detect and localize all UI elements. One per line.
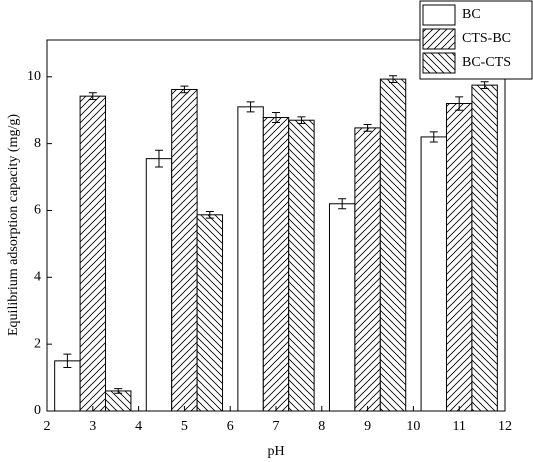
x-tick-label: 12	[498, 419, 512, 434]
y-tick-label: 10	[27, 69, 41, 84]
x-tick-label: 7	[273, 419, 280, 434]
error-bar	[429, 131, 438, 143]
error-bar	[88, 92, 97, 100]
y-axis-label: Equilibrium adsorption capacity (mg/g)	[6, 114, 21, 336]
y-tick-label: 4	[34, 270, 41, 285]
bar	[145, 158, 173, 412]
error-bar	[338, 198, 347, 210]
error-bar	[205, 210, 214, 219]
legend-label: CTS-BC	[462, 31, 511, 46]
bar	[105, 390, 132, 412]
bar	[288, 119, 315, 412]
error-bar	[272, 112, 280, 124]
y-tick-label: 0	[34, 403, 41, 418]
bar	[237, 106, 264, 412]
error-bar	[63, 353, 72, 369]
x-tick-label: 9	[364, 419, 371, 434]
y-tick-label: 2	[34, 336, 41, 351]
x-axis-label: pH	[267, 444, 284, 459]
bar	[196, 214, 224, 412]
x-tick-label: 10	[406, 419, 420, 434]
x-tick-label: 11	[452, 419, 465, 434]
bar	[471, 84, 498, 412]
error-bar	[114, 388, 123, 394]
error-bar	[389, 75, 398, 83]
bar	[262, 117, 290, 412]
bar	[79, 95, 107, 412]
x-tick-label: 4	[135, 419, 142, 434]
legend-label: BC	[462, 7, 481, 22]
bar	[379, 78, 407, 412]
bar	[328, 203, 356, 412]
bar	[354, 127, 381, 412]
bar	[420, 136, 447, 412]
bar	[171, 88, 198, 412]
legend-swatch	[422, 52, 456, 74]
legend-swatch	[422, 4, 456, 26]
x-tick-label: 6	[227, 419, 234, 434]
y-tick-label: 6	[34, 203, 41, 218]
error-bar	[246, 101, 255, 113]
error-bar	[363, 124, 372, 132]
x-tick-label: 3	[89, 419, 96, 434]
error-bar	[297, 116, 306, 125]
legend-swatch	[422, 28, 456, 50]
x-tick-label: 2	[44, 419, 51, 434]
error-bar	[180, 85, 189, 94]
error-bar	[154, 149, 163, 168]
error-bar	[455, 96, 464, 111]
legend-label: BC-CTS	[462, 55, 511, 70]
error-bar	[480, 81, 489, 89]
x-tick-label: 5	[181, 419, 188, 434]
bar	[445, 103, 473, 412]
bar	[54, 360, 81, 412]
y-tick-label: 8	[34, 136, 41, 151]
x-tick-label: 8	[318, 419, 325, 434]
